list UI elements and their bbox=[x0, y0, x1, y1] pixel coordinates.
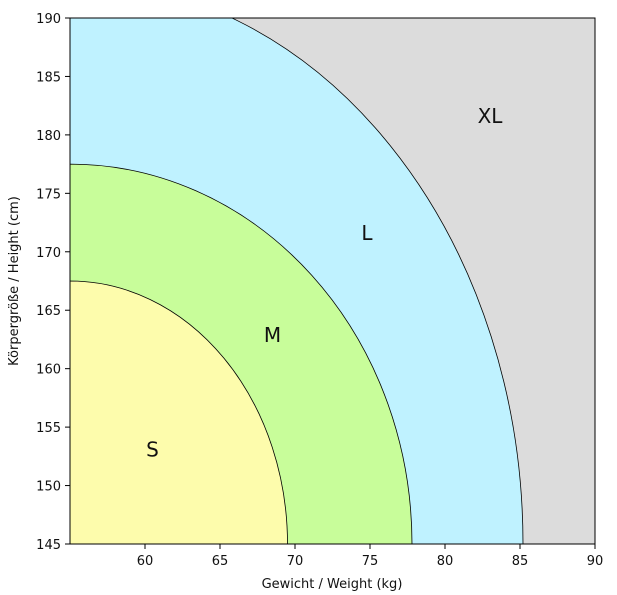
y-tick-label: 180 bbox=[36, 129, 61, 144]
y-tick-label: 165 bbox=[36, 304, 61, 319]
region-s bbox=[70, 280, 288, 544]
x-tick-label: 70 bbox=[287, 554, 304, 569]
y-tick-label: 190 bbox=[36, 12, 61, 27]
x-tick-label: 85 bbox=[512, 554, 529, 569]
x-tick-label: 65 bbox=[212, 554, 229, 569]
y-tick-label: 160 bbox=[36, 363, 61, 378]
y-tick-label: 170 bbox=[36, 246, 61, 261]
region-label-l: L bbox=[361, 221, 373, 245]
x-tick-label: 80 bbox=[437, 554, 454, 569]
region-label-s: S bbox=[146, 437, 159, 461]
plot-frame bbox=[69, 17, 596, 545]
x-axis-label: Gewicht / Weight (kg) bbox=[262, 577, 403, 592]
region-label-m: M bbox=[264, 323, 281, 347]
y-tick-label: 145 bbox=[36, 538, 61, 553]
region-label-xl: XL bbox=[478, 104, 504, 128]
y-tick-label: 175 bbox=[36, 187, 61, 202]
x-tick-label: 75 bbox=[362, 554, 379, 569]
y-tick-label: 150 bbox=[36, 480, 61, 495]
x-tick-label: 90 bbox=[587, 554, 604, 569]
y-axis-label: Körpergröße / Height (cm) bbox=[7, 196, 22, 366]
y-tick-label: 185 bbox=[36, 70, 61, 85]
y-tick-label: 155 bbox=[36, 421, 61, 436]
x-tick-label: 60 bbox=[137, 554, 154, 569]
